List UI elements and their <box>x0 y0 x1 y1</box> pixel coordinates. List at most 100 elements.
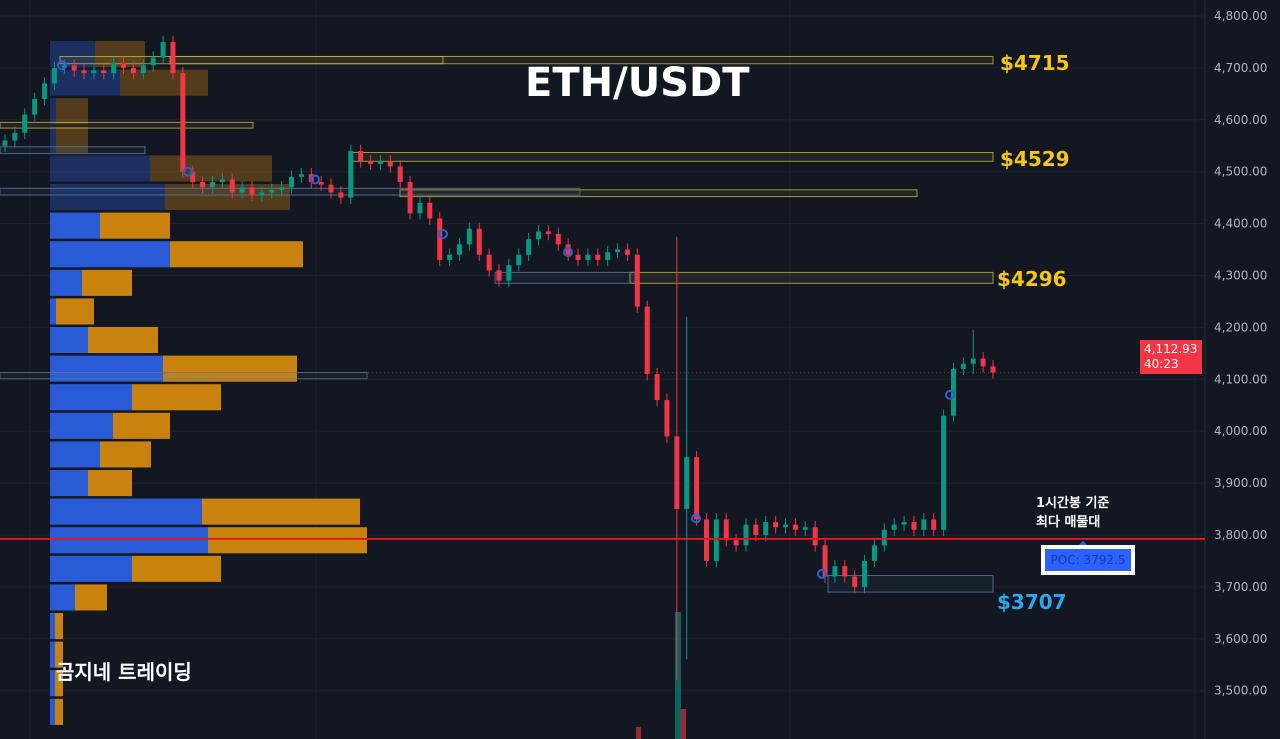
candle-body <box>397 166 403 183</box>
volume-profile-sell-bar <box>55 641 63 668</box>
candle-body <box>506 265 512 281</box>
volume-profile-sell-bar <box>75 584 107 611</box>
volume-profile-sell-bar <box>95 41 145 68</box>
candle-body <box>634 254 640 307</box>
candle-body <box>674 436 680 510</box>
candle-body <box>911 522 917 530</box>
candle-body <box>486 254 492 271</box>
candle-body <box>881 529 887 546</box>
swing-point-marker <box>691 513 701 524</box>
candle-body <box>180 73 186 172</box>
candle-body <box>22 114 28 133</box>
annotation-line-1: 1시간봉 기준 <box>1036 496 1110 511</box>
candle-body <box>713 519 719 561</box>
zone-4590 <box>0 121 254 129</box>
y-tick-label: 4,700.00 <box>1214 61 1267 75</box>
volume-profile-buy-bar <box>50 498 202 525</box>
candle-body <box>615 249 621 253</box>
volume-profile-buy-bar <box>50 241 170 268</box>
y-tick-label: 3,700.00 <box>1214 580 1267 594</box>
candle-body <box>960 363 966 369</box>
volume-profile-buy-bar <box>50 555 132 582</box>
candle-body <box>773 522 779 528</box>
zone-4296 <box>629 271 994 284</box>
volume-profile-sell-bar <box>163 355 297 382</box>
candle-body <box>91 70 97 74</box>
y-tick-label: 4,300.00 <box>1214 269 1267 283</box>
candle-body <box>931 519 937 530</box>
candle-body <box>980 358 986 367</box>
candle-body <box>526 239 532 255</box>
candle-body <box>654 374 660 401</box>
zone-blue-4107 <box>0 372 368 380</box>
volume-profile-sell-bar <box>100 441 151 468</box>
swing-point-marker <box>310 174 320 185</box>
candle-body <box>585 254 591 260</box>
candle-body <box>32 99 38 115</box>
candle-body <box>219 179 225 183</box>
candle-body <box>763 522 769 535</box>
volume-profile-buy-bar <box>50 69 120 96</box>
candle-body <box>694 457 700 520</box>
candle-body <box>318 182 324 185</box>
volume-profile-sell-bar <box>88 327 158 354</box>
volume-profile-buy-bar <box>50 698 55 725</box>
volume-bar <box>636 727 641 739</box>
volume-profile-sell-bar <box>55 670 63 697</box>
candle-body <box>852 576 858 587</box>
candle-body <box>348 150 354 198</box>
zone-3707 <box>827 574 994 593</box>
candle-body <box>783 524 789 528</box>
candle-body <box>862 560 868 587</box>
candle-body <box>970 358 976 364</box>
candle-body <box>200 182 206 188</box>
swing-point-marker <box>438 228 448 239</box>
candle-body <box>941 415 947 530</box>
candle-body <box>595 254 601 260</box>
candle-body <box>150 57 156 66</box>
candle-body <box>407 182 413 214</box>
candle-body <box>555 233 561 245</box>
volume-profile-buy-bar <box>50 298 56 325</box>
candle-body <box>921 519 927 530</box>
candle-body <box>871 545 877 561</box>
candle-body <box>111 62 117 74</box>
candle-body <box>170 41 176 74</box>
y-tick-label: 4,600.00 <box>1214 113 1267 127</box>
volume-bar <box>681 709 686 739</box>
volume-profile-buy-bar <box>50 212 100 239</box>
candle-body <box>476 228 482 255</box>
current-price: 4,112.93 <box>1144 342 1198 356</box>
volume-profile-buy-bar <box>50 412 113 439</box>
volume-profile-buy-bar <box>50 470 88 497</box>
annotation-line-2: 최다 매물대 <box>1036 515 1101 530</box>
chart-title: ETH/USDT <box>525 60 750 106</box>
candle-body <box>624 249 630 255</box>
swing-point-marker <box>945 389 955 400</box>
candle-body <box>901 522 907 525</box>
candle-body <box>743 524 749 546</box>
candle-body <box>61 65 67 68</box>
volume-profile-sell-bar <box>100 212 170 239</box>
candle-body <box>269 189 275 193</box>
candle-body <box>545 231 551 234</box>
candle-body <box>209 182 215 188</box>
level-label-4529: $4529 <box>1000 147 1070 171</box>
zone-4460 <box>399 189 918 198</box>
current-price-tag: 4,112.93 40:23 <box>1140 340 1202 374</box>
zone-4715-inner <box>59 55 444 65</box>
y-tick-label: 4,400.00 <box>1214 217 1267 231</box>
poc-label-text: POC: 3792.5 <box>1045 549 1131 571</box>
volume-profile-buy-bar <box>50 384 132 411</box>
volume-profile-sell-bar <box>132 555 221 582</box>
candle-body <box>2 140 8 146</box>
candle-body <box>130 67 136 74</box>
candle-body <box>565 244 571 255</box>
swing-point-marker <box>57 60 67 71</box>
candle-body <box>456 244 462 255</box>
candle-body <box>684 457 690 510</box>
candle-body <box>496 270 502 281</box>
volume-profile-buy-bar <box>50 41 95 68</box>
candle-body <box>802 527 808 530</box>
